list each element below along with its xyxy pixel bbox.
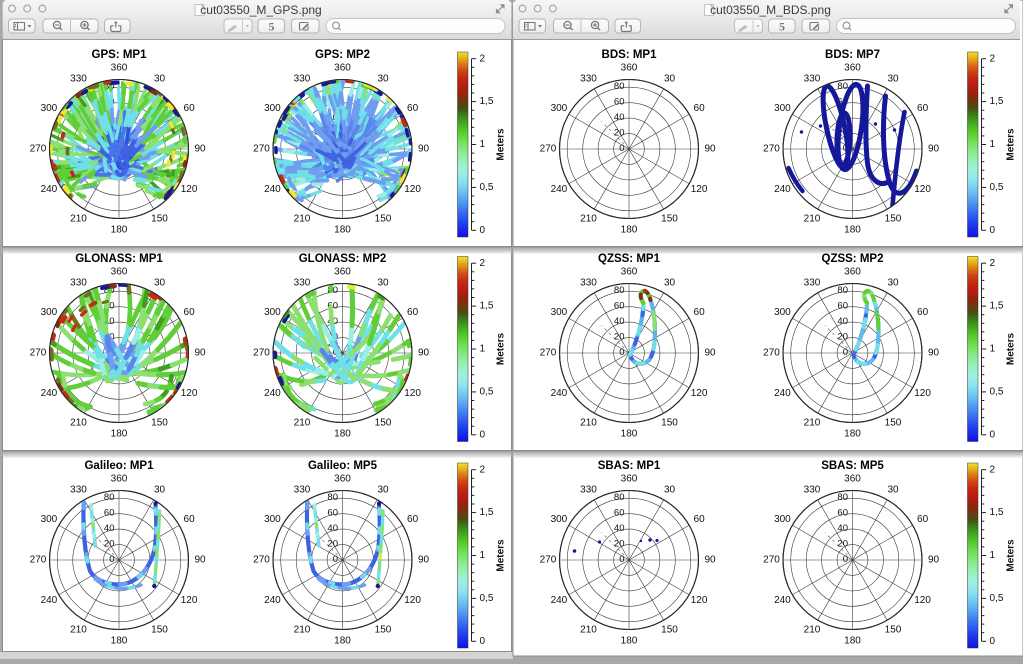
svg-text:SBAS: MP5: SBAS: MP5 — [821, 460, 884, 472]
svg-text:GLONASS: MP1: GLONASS: MP1 — [75, 253, 163, 265]
svg-text:cut03550_M_BDS.png: cut03550_M_BDS.png — [710, 3, 831, 17]
svg-text:BDS: MP1: BDS: MP1 — [602, 49, 658, 61]
svg-text:Galileo: MP1: Galileo: MP1 — [84, 460, 154, 472]
svg-text:Galileo: MP5: Galileo: MP5 — [308, 460, 378, 472]
svg-text:GPS: MP2: GPS: MP2 — [315, 49, 370, 61]
svg-text:SBAS: MP1: SBAS: MP1 — [598, 460, 661, 472]
svg-text:5: 5 — [779, 20, 785, 34]
svg-text:GPS: MP1: GPS: MP1 — [92, 49, 148, 61]
svg-text:GLONASS: MP2: GLONASS: MP2 — [299, 253, 387, 265]
svg-text:cut03550_M_GPS.png: cut03550_M_GPS.png — [200, 3, 321, 17]
svg-text:5: 5 — [269, 20, 275, 34]
svg-text:BDS: MP7: BDS: MP7 — [825, 49, 880, 61]
svg-text:QZSS: MP1: QZSS: MP1 — [598, 253, 661, 265]
svg-text:QZSS: MP2: QZSS: MP2 — [822, 253, 884, 265]
